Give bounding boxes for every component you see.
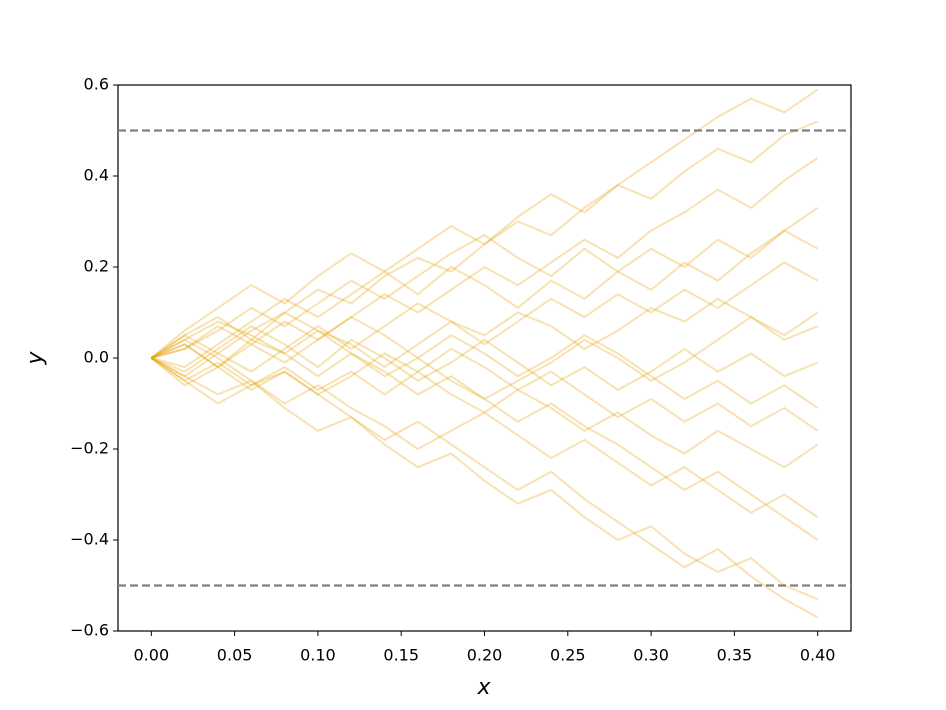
random-walk-line [151, 229, 819, 359]
random-walk-line [150, 297, 819, 369]
y-tick-label: −0.6 [70, 621, 109, 640]
random-walk-line [150, 343, 819, 619]
random-walk-line [150, 207, 819, 359]
x-tick-label: 0.20 [467, 646, 503, 665]
random-walk-line [150, 357, 819, 601]
random-walk-line [151, 88, 819, 369]
x-tick-label: 0.05 [217, 646, 253, 665]
random-walk-line [150, 261, 819, 378]
x-tick-label: 0.30 [633, 646, 669, 665]
y-tick-label: 0.2 [84, 257, 109, 276]
random-walk-line [150, 352, 819, 469]
x-tick-label: 0.25 [550, 646, 586, 665]
y-tick-label: 0.0 [84, 348, 109, 367]
y-tick-label: 0.4 [84, 166, 109, 185]
plot-area [150, 88, 819, 619]
x-tick-label: 0.35 [717, 646, 753, 665]
x-axis-label: x [476, 675, 491, 700]
random-walk-line [151, 156, 819, 359]
random-walk-line [150, 311, 819, 401]
random-walk-line [150, 311, 819, 541]
y-tick-label: −0.2 [70, 439, 109, 458]
x-tick-label: 0.15 [383, 646, 419, 665]
x-tick-label: 0.00 [134, 646, 170, 665]
y-tick-label: −0.4 [70, 530, 109, 549]
x-tick-label: 0.40 [800, 646, 836, 665]
random-walk-line [150, 347, 819, 432]
random-walk-line [150, 315, 819, 409]
x-tick-label: 0.10 [300, 646, 336, 665]
random-walk-line [150, 338, 819, 519]
y-tick-label: 0.6 [84, 75, 109, 94]
random-walk-line [150, 120, 819, 359]
y-axis-label: y [23, 351, 48, 366]
random-walk-line [150, 324, 819, 392]
